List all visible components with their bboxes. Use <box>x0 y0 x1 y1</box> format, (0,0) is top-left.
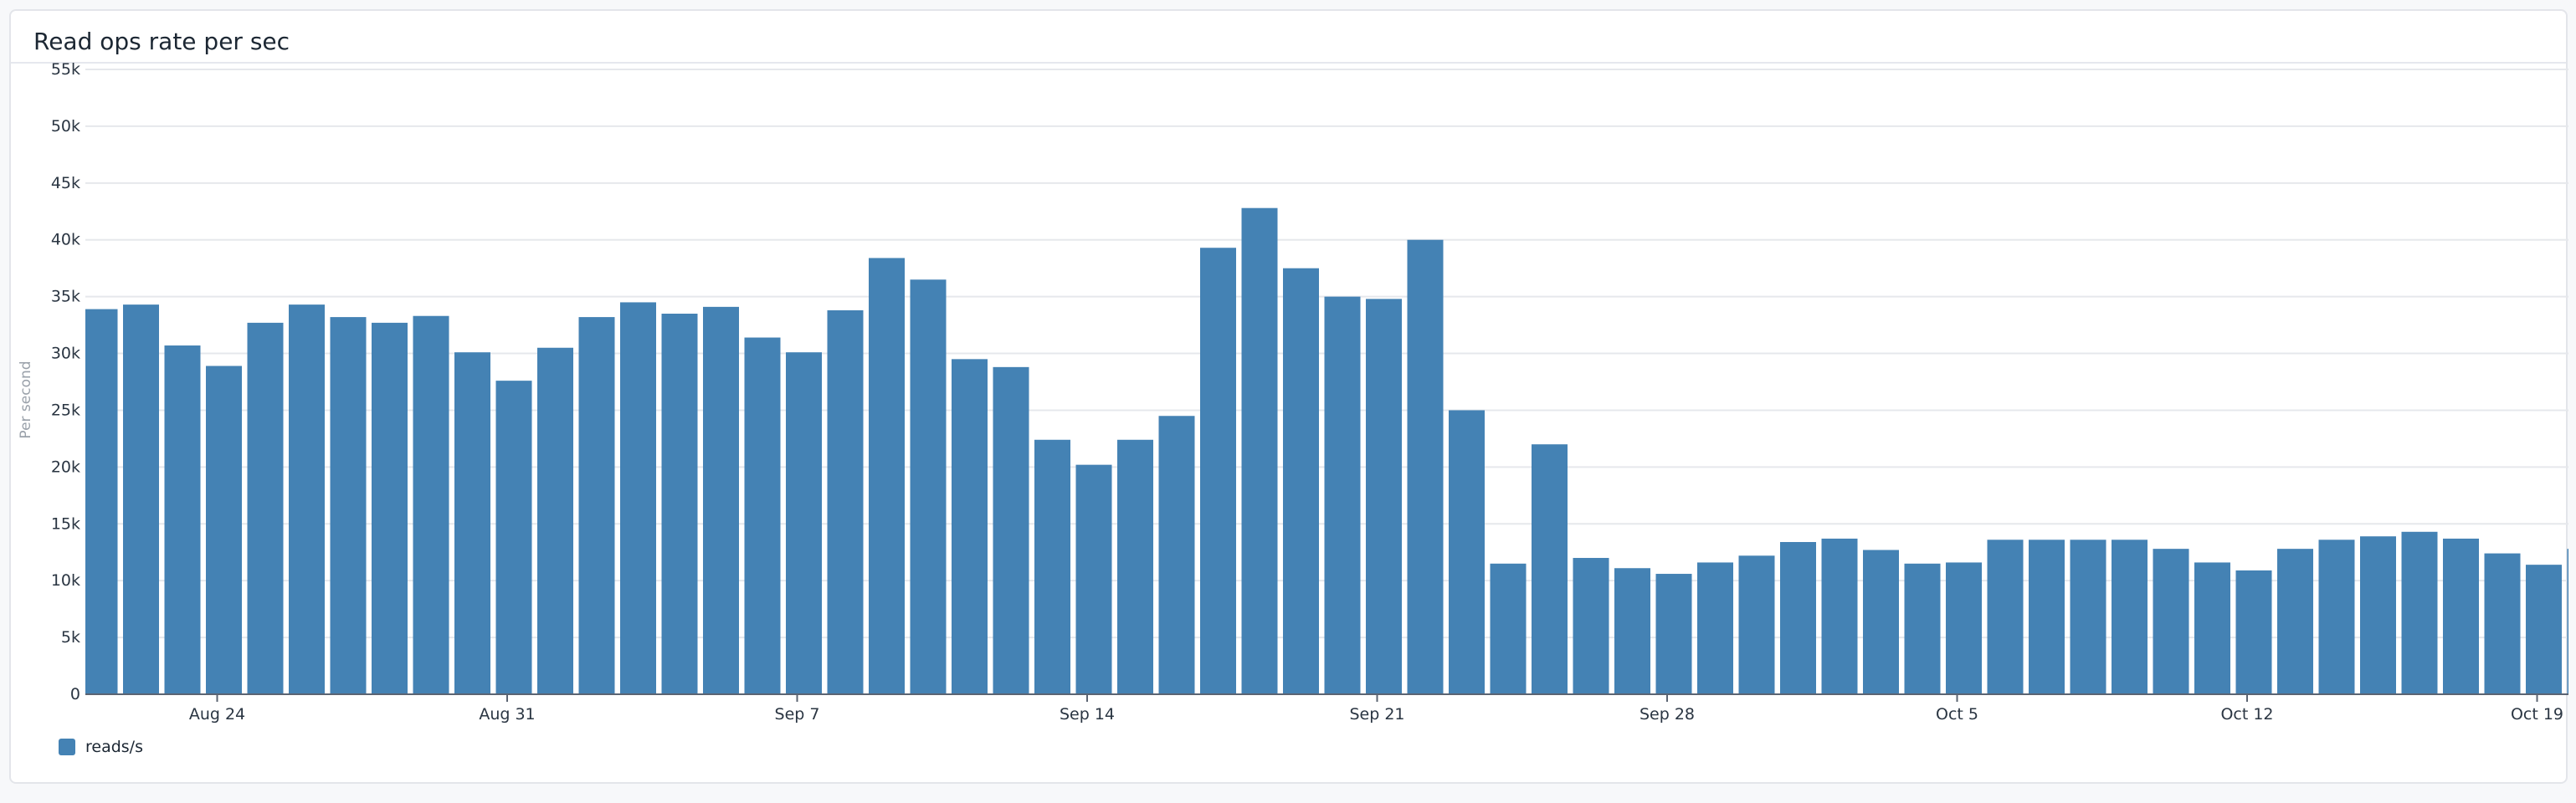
y-tick-label: 5k <box>61 628 80 647</box>
bar-aug-23[interactable] <box>164 345 201 694</box>
bar-oct-5[interactable] <box>1946 562 1982 694</box>
bar-aug-27[interactable] <box>330 317 367 694</box>
y-tick-label: 10k <box>51 571 80 590</box>
x-tick-label: Oct 12 <box>2220 705 2273 724</box>
bar-oct-2[interactable] <box>1821 538 1858 694</box>
x-tick-label: Aug 24 <box>189 705 245 724</box>
bar-sep-10[interactable] <box>910 279 947 694</box>
bar-sep-20[interactable] <box>1324 296 1361 694</box>
bar-sep-24[interactable] <box>1490 563 1527 694</box>
y-tick-label: 40k <box>51 231 80 249</box>
bar-oct-16[interactable] <box>2401 531 2438 694</box>
bar-sep-4[interactable] <box>661 314 698 694</box>
panel-title: Read ops rate per sec <box>33 28 290 55</box>
bar-aug-21[interactable] <box>82 309 118 694</box>
bar-aug-22[interactable] <box>123 304 159 694</box>
bar-oct-11[interactable] <box>2194 562 2230 694</box>
bar-sep-12[interactable] <box>993 366 1029 694</box>
bar-sep-8[interactable] <box>827 309 864 694</box>
bar-aug-28[interactable] <box>372 322 408 694</box>
bar-sep-22[interactable] <box>1407 239 1444 694</box>
bar-sep-19[interactable] <box>1283 268 1319 694</box>
x-tick-label: Sep 14 <box>1060 705 1115 724</box>
bar-sep-25[interactable] <box>1532 444 1568 694</box>
bar-sep-27[interactable] <box>1614 568 1650 694</box>
bar-sep-13[interactable] <box>1034 439 1070 694</box>
legend[interactable]: reads/s <box>59 738 143 756</box>
bar-oct-9[interactable] <box>2112 540 2148 694</box>
bar-oct-10[interactable] <box>2153 549 2189 694</box>
bar-aug-29[interactable] <box>413 315 449 694</box>
header-divider <box>11 62 2566 64</box>
bar-sep-23[interactable] <box>1449 410 1485 694</box>
bar-sep-5[interactable] <box>703 306 739 694</box>
bar-sep-21[interactable] <box>1366 299 1402 694</box>
bar-sep-3[interactable] <box>620 302 656 694</box>
bar-sep-26[interactable] <box>1573 558 1609 694</box>
bar-sep-14[interactable] <box>1075 464 1112 694</box>
bar-aug-24[interactable] <box>206 366 242 694</box>
y-tick-label: 55k <box>51 60 80 79</box>
bar-aug-26[interactable] <box>289 304 325 694</box>
y-tick-label: 45k <box>51 174 80 192</box>
bar-oct-7[interactable] <box>2029 540 2065 694</box>
bar-oct-3[interactable] <box>1863 550 1899 694</box>
bar-sep-17[interactable] <box>1200 248 1236 694</box>
y-tick-label: 0 <box>70 685 80 703</box>
bar-aug-30[interactable] <box>454 352 490 694</box>
bar-oct-13[interactable] <box>2277 549 2313 694</box>
bar-oct-8[interactable] <box>2070 540 2106 694</box>
bar-oct-19[interactable] <box>2526 565 2562 694</box>
bar-sep-1[interactable] <box>537 347 573 694</box>
bar-oct-1[interactable] <box>1780 542 1816 694</box>
bar-oct-14[interactable] <box>2318 540 2355 694</box>
y-tick-label: 15k <box>51 514 80 533</box>
legend-label: reads/s <box>85 738 143 756</box>
x-tick-label: Aug 31 <box>479 705 535 724</box>
y-axis-label: Per second <box>18 361 34 438</box>
y-tick-label: 35k <box>51 288 80 306</box>
bar-sep-29[interactable] <box>1697 562 1733 694</box>
bar-sep-9[interactable] <box>869 258 905 694</box>
bar-sep-15[interactable] <box>1117 439 1153 694</box>
bar-oct-17[interactable] <box>2443 538 2479 694</box>
bar-oct-12[interactable] <box>2235 570 2272 694</box>
y-tick-label: 25k <box>51 401 80 419</box>
bar-oct-20[interactable] <box>2567 549 2576 694</box>
bar-oct-15[interactable] <box>2360 536 2396 694</box>
bar-oct-6[interactable] <box>1987 540 2024 694</box>
y-tick-label: 30k <box>51 345 80 363</box>
bar-oct-18[interactable] <box>2484 553 2521 694</box>
y-tick-label: 50k <box>51 117 80 136</box>
bar-aug-25[interactable] <box>247 322 284 694</box>
legend-swatch <box>59 739 75 755</box>
x-tick-label: Sep 7 <box>775 705 820 724</box>
bar-aug-31[interactable] <box>495 381 532 694</box>
bar-sep-16[interactable] <box>1158 416 1195 694</box>
bar-sep-30[interactable] <box>1738 555 1775 694</box>
x-tick-label: Sep 28 <box>1640 705 1695 724</box>
y-tick-label: 20k <box>51 458 80 476</box>
bar-sep-18[interactable] <box>1241 207 1278 694</box>
bar-sep-7[interactable] <box>786 352 822 694</box>
bar-sep-2[interactable] <box>578 317 615 694</box>
bar-sep-28[interactable] <box>1655 574 1692 694</box>
bar-sep-6[interactable] <box>744 337 781 694</box>
x-tick-label: Sep 21 <box>1349 705 1404 724</box>
x-tick-label: Oct 5 <box>1936 705 1978 724</box>
bar-sep-11[interactable] <box>952 359 988 694</box>
x-tick-label: Oct 19 <box>2511 705 2563 724</box>
bar-oct-4[interactable] <box>1904 563 1941 694</box>
